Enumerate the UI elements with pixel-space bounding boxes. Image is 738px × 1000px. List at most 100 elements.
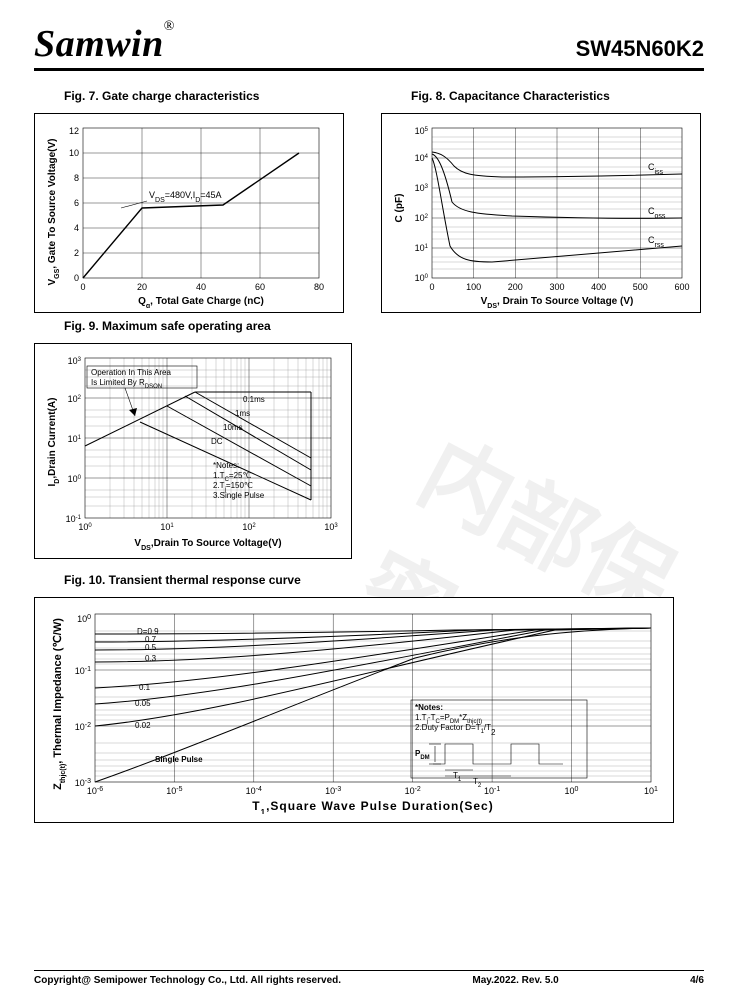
svg-text:102: 102 [242, 522, 256, 532]
fig10-title: Fig. 10. Transient thermal response curv… [64, 573, 704, 587]
svg-text:8: 8 [74, 173, 79, 183]
fig9-svg: Operation In This Area Is Limited By RDS… [43, 352, 345, 552]
svg-text:PDM: PDM [415, 749, 430, 761]
svg-text:100: 100 [466, 282, 481, 292]
svg-text:300: 300 [549, 282, 564, 292]
svg-text:6: 6 [74, 198, 79, 208]
svg-text:0: 0 [74, 273, 79, 283]
page-number: 4/6 [690, 975, 704, 986]
svg-text:*Notes:: *Notes: [415, 703, 443, 712]
svg-text:Coss: Coss [648, 206, 666, 220]
svg-text:0: 0 [80, 282, 85, 292]
svg-text:102: 102 [68, 394, 82, 404]
fig9-section: Fig. 9. Maximum safe operating area [34, 319, 704, 559]
svg-text:Qg, Total Gate Charge (nC): Qg, Total Gate Charge (nC) [138, 296, 264, 308]
fig9-chart: Operation In This Area Is Limited By RDS… [34, 343, 352, 559]
svg-text:100: 100 [565, 786, 579, 797]
svg-text:400: 400 [591, 282, 606, 292]
svg-text:10-5: 10-5 [166, 786, 182, 797]
part-number: SW45N60K2 [576, 36, 704, 66]
svg-text:2.Duty Factor D=T1/T2: 2.Duty Factor D=T1/T2 [415, 723, 496, 737]
svg-text:T2: T2 [473, 777, 482, 789]
fig8-title: Fig. 8. Capacitance Characteristics [411, 89, 704, 103]
registered-mark: ® [164, 19, 175, 34]
svg-text:Operation In This Area: Operation In This Area [91, 368, 171, 377]
fig7-title: Fig. 7. Gate charge characteristics [64, 89, 357, 103]
fig10-chart: D=0.90.70.5 0.30.10.05 0.02Single Pulse … [34, 597, 674, 823]
fig7-chart: VDS=480V,ID=45A 0 2 4 6 8 10 12 0 20 40 60 80 Qg,… [34, 113, 344, 313]
svg-text:T1,Square Wave Pulse Duration(: T1,Square Wave Pulse Duration(Sec) [252, 799, 493, 814]
svg-text:Single Pulse: Single Pulse [155, 755, 203, 764]
svg-text:0.1ms: 0.1ms [243, 395, 265, 404]
svg-text:20: 20 [137, 282, 147, 292]
svg-text:10-6: 10-6 [87, 786, 103, 797]
svg-text:104: 104 [415, 153, 429, 163]
revision: May.2022. Rev. 5.0 [472, 975, 558, 986]
svg-text:100: 100 [77, 614, 91, 625]
svg-text:100: 100 [415, 273, 429, 283]
svg-text:Zthjc(t), Thermal Impedance (: Zthjc(t), Thermal Impedance (℃/W) [52, 618, 67, 790]
svg-text:VDS,Drain To Source Voltage(V): VDS,Drain To Source Voltage(V) [134, 538, 281, 552]
fig7-svg: VDS=480V,ID=45A 0 2 4 6 8 10 12 0 20 40 60 80 Qg,… [43, 122, 337, 308]
svg-text:10ms: 10ms [223, 423, 243, 432]
svg-text:0.3: 0.3 [145, 654, 157, 663]
fig9-title: Fig. 9. Maximum safe operating area [64, 319, 704, 333]
brand-text: Samwin [34, 23, 164, 65]
svg-text:103: 103 [415, 183, 429, 193]
svg-text:500: 500 [633, 282, 648, 292]
copyright: Copyright@ Semipower Technology Co., Ltd… [34, 975, 341, 986]
svg-text:10-1: 10-1 [484, 786, 500, 797]
svg-text:Ciss: Ciss [648, 162, 664, 176]
svg-text:*Notes:: *Notes: [213, 461, 239, 470]
svg-text:10-4: 10-4 [246, 786, 262, 797]
svg-text:102: 102 [415, 213, 429, 223]
fig10-section: Fig. 10. Transient thermal response curv… [34, 573, 704, 823]
svg-text:101: 101 [160, 522, 174, 532]
svg-text:4: 4 [74, 223, 79, 233]
fig8-svg: Ciss Coss Crss 100 101 102 103 104 105 0… [390, 122, 694, 308]
svg-text:103: 103 [324, 522, 338, 532]
svg-text:10: 10 [69, 148, 79, 158]
page-footer: Copyright@ Semipower Technology Co., Ltd… [34, 970, 704, 986]
svg-text:80: 80 [314, 282, 324, 292]
svg-text:3.Single Pulse: 3.Single Pulse [213, 491, 265, 500]
figure-row-1: Fig. 7. Gate charge characteristics [34, 85, 704, 313]
svg-text:12: 12 [69, 126, 79, 136]
svg-text:VDS, Drain To Source Voltage (: VDS, Drain To Source Voltage (V) [481, 296, 634, 308]
svg-text:10-2: 10-2 [405, 786, 421, 797]
page-header: Samwin® SW45N60K2 [34, 22, 704, 71]
svg-text:ID,Drain Current(A): ID,Drain Current(A) [47, 398, 61, 487]
svg-text:T1: T1 [453, 771, 462, 783]
svg-text:1ms: 1ms [235, 409, 250, 418]
svg-text:DC: DC [211, 437, 223, 446]
svg-text:VGS, Gate To Source Voltage(V: VGS, Gate To Source Voltage(V) [47, 138, 61, 285]
svg-text:0.1: 0.1 [139, 683, 151, 692]
svg-text:0: 0 [429, 282, 434, 292]
svg-text:C (pF): C (pF) [394, 194, 405, 223]
svg-text:101: 101 [415, 243, 429, 253]
fig8-chart: Ciss Coss Crss 100 101 102 103 104 105 0… [381, 113, 701, 313]
svg-text:10-2: 10-2 [75, 722, 91, 733]
svg-text:105: 105 [415, 126, 429, 136]
brand-logo: Samwin® [34, 22, 175, 66]
fig10-svg: D=0.90.70.5 0.30.10.05 0.02Single Pulse … [45, 608, 665, 814]
svg-text:10-3: 10-3 [325, 786, 341, 797]
svg-text:60: 60 [255, 282, 265, 292]
svg-text:0.05: 0.05 [135, 699, 151, 708]
svg-text:200: 200 [508, 282, 523, 292]
svg-text:103: 103 [68, 356, 82, 366]
svg-text:101: 101 [644, 786, 658, 797]
svg-text:101: 101 [68, 434, 82, 444]
svg-text:100: 100 [78, 522, 92, 532]
fig8-cell: Fig. 8. Capacitance Characteristics [381, 85, 704, 313]
svg-text:0.5: 0.5 [145, 643, 157, 652]
fig7-annotation: VDS=480V,ID=45A [149, 190, 222, 204]
svg-text:Crss: Crss [648, 235, 664, 249]
svg-text:100: 100 [68, 474, 82, 484]
svg-text:40: 40 [196, 282, 206, 292]
fig7-cell: Fig. 7. Gate charge characteristics [34, 85, 357, 313]
svg-text:10-1: 10-1 [75, 666, 91, 677]
svg-text:2: 2 [74, 248, 79, 258]
svg-text:0.02: 0.02 [135, 721, 151, 730]
svg-text:600: 600 [674, 282, 689, 292]
